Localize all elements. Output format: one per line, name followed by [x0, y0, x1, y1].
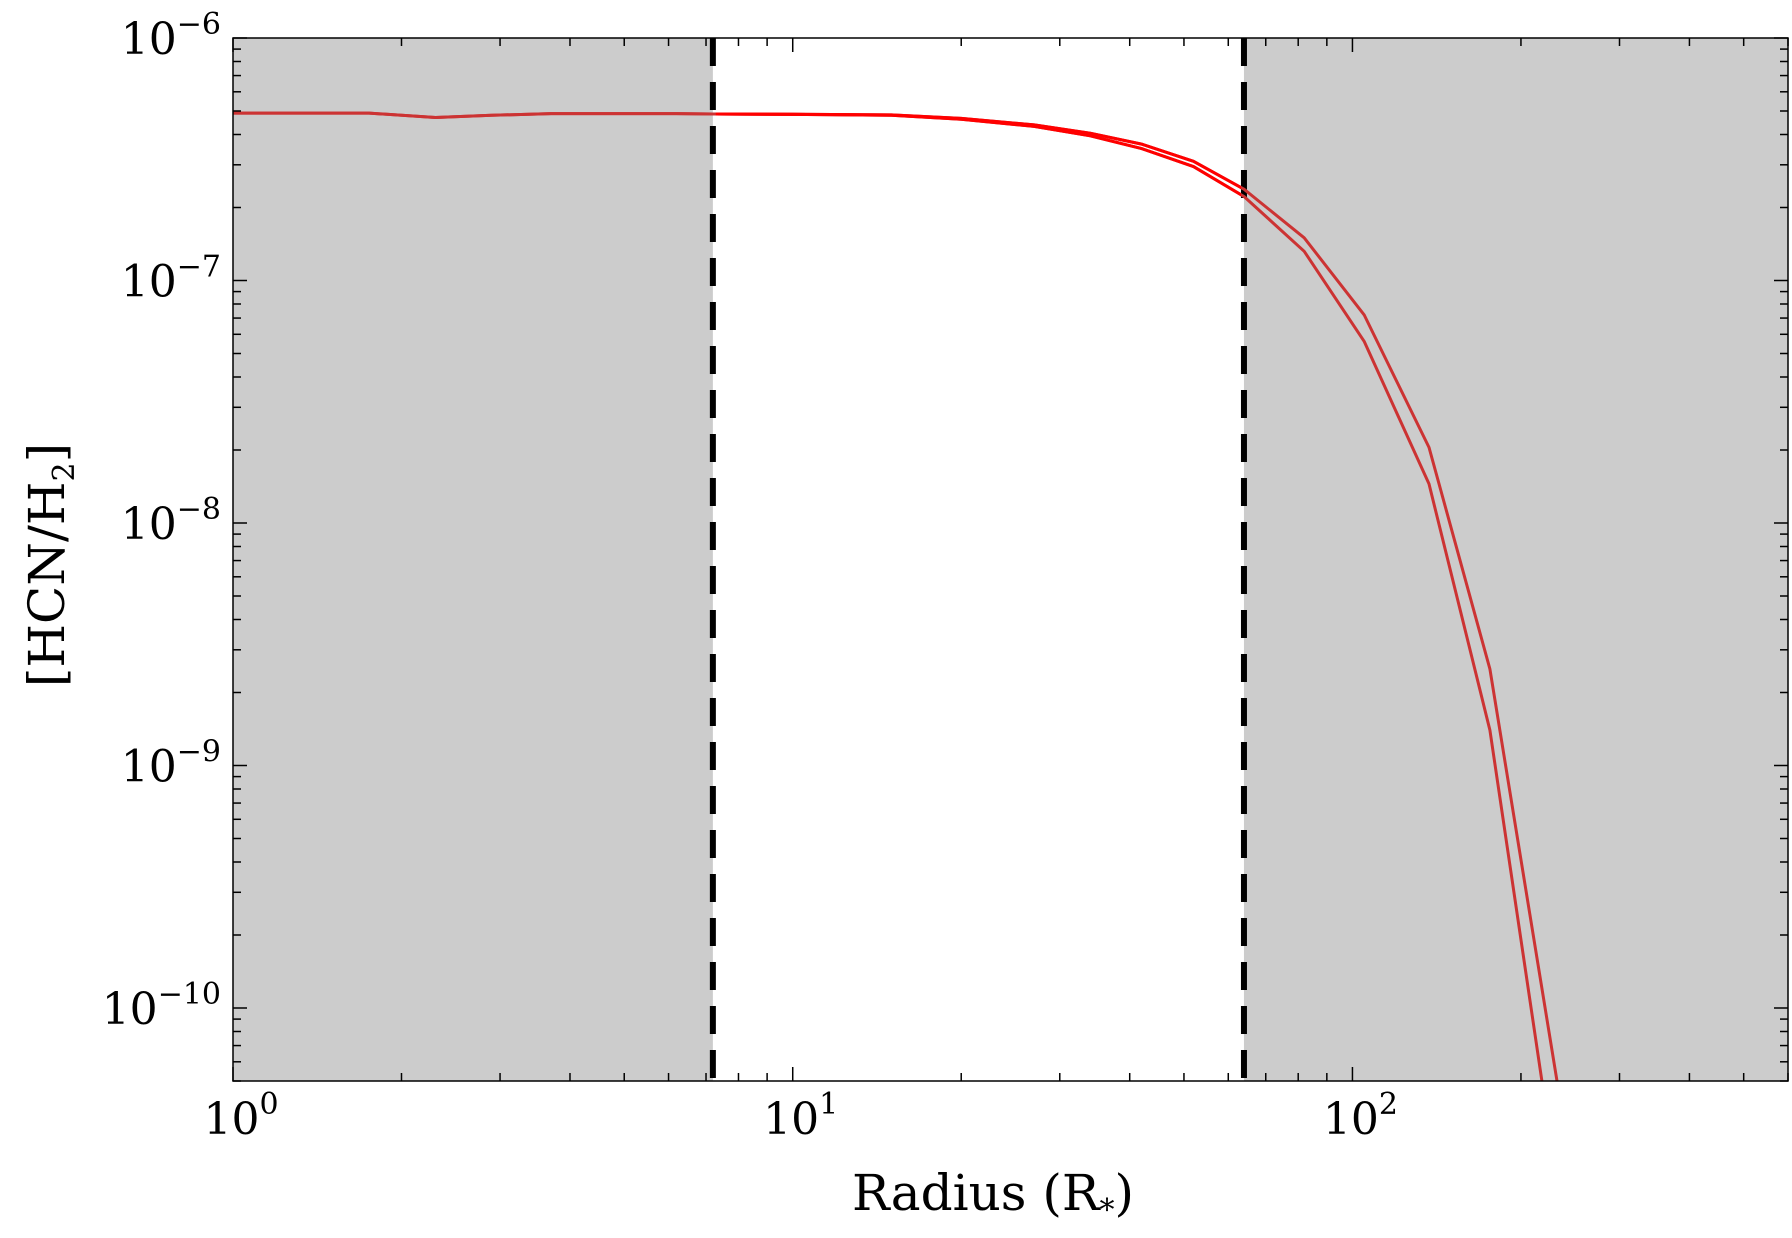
x-tick-label-exponent: 1: [819, 1087, 838, 1122]
y-tick-label-base: 10: [121, 499, 177, 550]
y-tick-label: 10−10: [102, 977, 221, 1035]
y-tick-label: 10−9: [121, 735, 221, 793]
y-tick-label-exponent: −8: [177, 492, 221, 527]
y-axis-label: [HCN/H2]: [18, 443, 82, 687]
y-tick-label-exponent: −6: [177, 7, 221, 42]
plot-area: [233, 38, 1788, 1081]
x-tick-label-base: 10: [203, 1094, 259, 1145]
y-tick-label-exponent: −10: [158, 977, 221, 1012]
y-tick-label-base: 10: [121, 742, 177, 793]
shaded-region-1: [233, 38, 713, 1081]
x-tick-label-exponent: 0: [259, 1087, 278, 1122]
y-tick-label: 10−8: [121, 492, 221, 550]
shaded-region-2: [1243, 38, 1788, 1081]
series-highlight-group: [715, 112, 1241, 197]
y-tick-label: 10−7: [121, 250, 221, 308]
x-tick-label: 102: [1323, 1087, 1398, 1145]
y-tick-label-exponent: −9: [177, 735, 221, 770]
x-tick-label: 100: [203, 1087, 278, 1145]
y-tick-label-base: 10: [121, 14, 177, 65]
x-tick-label-base: 10: [1323, 1094, 1379, 1145]
y-tick-label-exponent: −7: [177, 250, 221, 285]
y-tick-label: 10−6: [121, 7, 221, 65]
y-tick-label-base: 10: [121, 257, 177, 308]
series-line-highlight-2: [715, 112, 1241, 190]
x-tick-label-base: 10: [763, 1094, 819, 1145]
x-axis-label: Radius (R*): [852, 1164, 1134, 1228]
axes-ticks: [232, 37, 1789, 1082]
y-tick-label-base: 10: [102, 984, 158, 1035]
x-tick-label-exponent: 2: [1379, 1087, 1398, 1122]
x-tick-label: 101: [763, 1087, 838, 1145]
plot-frame: [232, 37, 1789, 1082]
